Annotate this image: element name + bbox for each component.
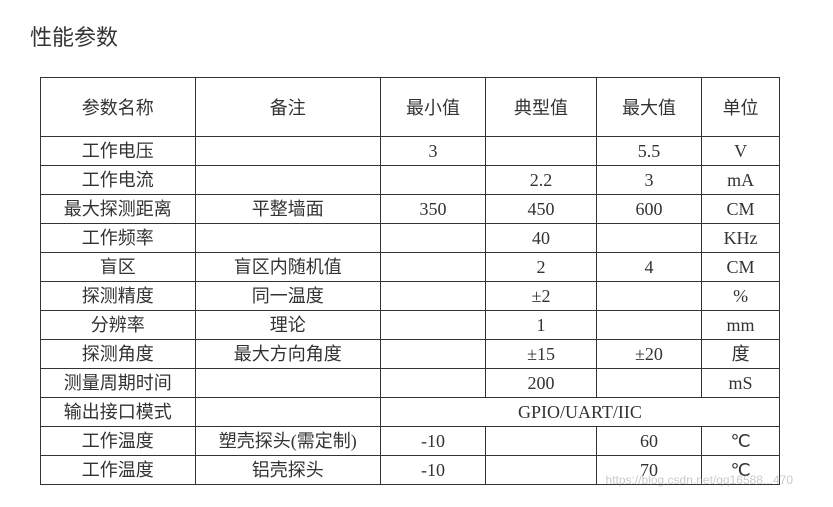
cell-remark: 平整墙面 xyxy=(195,195,380,224)
table-header-cell: 单位 xyxy=(702,78,780,137)
cell-max: 600 xyxy=(596,195,701,224)
cell-typ: ±2 xyxy=(486,282,597,311)
cell-unit: ℃ xyxy=(702,427,780,456)
cell-remark: 塑壳探头(需定制) xyxy=(195,427,380,456)
cell-min xyxy=(380,282,485,311)
table-header-row: 参数名称备注最小值典型值最大值单位 xyxy=(41,78,780,137)
cell-unit: mS xyxy=(702,369,780,398)
cell-param-name: 工作温度 xyxy=(41,456,196,485)
cell-min xyxy=(380,166,485,195)
table-row: 测量周期时间 200 mS xyxy=(41,369,780,398)
cell-max xyxy=(596,282,701,311)
table-header-cell: 最大值 xyxy=(596,78,701,137)
cell-min: -10 xyxy=(380,427,485,456)
cell-typ: 1 xyxy=(486,311,597,340)
cell-unit: ℃ xyxy=(702,456,780,485)
cell-remark: 理论 xyxy=(195,311,380,340)
cell-remark xyxy=(195,166,380,195)
cell-typ xyxy=(486,137,597,166)
cell-param-name: 测量周期时间 xyxy=(41,369,196,398)
cell-min xyxy=(380,311,485,340)
table-row: 探测角度最大方向角度 ±15±20度 xyxy=(41,340,780,369)
cell-remark xyxy=(195,369,380,398)
cell-max: 70 xyxy=(596,456,701,485)
cell-unit: CM xyxy=(702,195,780,224)
cell-param-name: 探测精度 xyxy=(41,282,196,311)
table-header-cell: 参数名称 xyxy=(41,78,196,137)
cell-param-name: 工作电流 xyxy=(41,166,196,195)
cell-max: 4 xyxy=(596,253,701,282)
cell-param-name: 工作电压 xyxy=(41,137,196,166)
cell-unit: CM xyxy=(702,253,780,282)
cell-remark: 最大方向角度 xyxy=(195,340,380,369)
cell-param-name: 分辨率 xyxy=(41,311,196,340)
table-row: 工作电压 3 5.5V xyxy=(41,137,780,166)
cell-param-name: 探测角度 xyxy=(41,340,196,369)
cell-min: -10 xyxy=(380,456,485,485)
cell-max: 5.5 xyxy=(596,137,701,166)
cell-typ: 2 xyxy=(486,253,597,282)
cell-param-name: 最大探测距离 xyxy=(41,195,196,224)
table-row: 工作频率 40 KHz xyxy=(41,224,780,253)
table-body: 工作电压35.5V工作电流2.23mA最大探测距离平整墙面350450600CM… xyxy=(41,137,780,485)
cell-min: 3 xyxy=(380,137,485,166)
cell-min xyxy=(380,224,485,253)
cell-merged-value: GPIO/UART/IIC xyxy=(380,398,779,427)
cell-typ: ±15 xyxy=(486,340,597,369)
cell-min: 350 xyxy=(380,195,485,224)
table-row: 工作温度铝壳探头-10 70℃ xyxy=(41,456,780,485)
page-title: 性能参数 xyxy=(30,20,803,52)
table-row: 探测精度同一温度 ±2% xyxy=(41,282,780,311)
table-header-cell: 典型值 xyxy=(486,78,597,137)
cell-remark xyxy=(195,398,380,427)
cell-min xyxy=(380,369,485,398)
table-row: 工作温度塑壳探头(需定制)-10 60℃ xyxy=(41,427,780,456)
cell-max: 60 xyxy=(596,427,701,456)
cell-unit: mA xyxy=(702,166,780,195)
cell-param-name: 工作频率 xyxy=(41,224,196,253)
cell-remark xyxy=(195,224,380,253)
cell-param-name: 盲区 xyxy=(41,253,196,282)
cell-max xyxy=(596,224,701,253)
cell-typ: 40 xyxy=(486,224,597,253)
cell-min xyxy=(380,340,485,369)
cell-unit: 度 xyxy=(702,340,780,369)
table-header-cell: 备注 xyxy=(195,78,380,137)
table-header-cell: 最小值 xyxy=(380,78,485,137)
cell-unit: % xyxy=(702,282,780,311)
cell-typ: 200 xyxy=(486,369,597,398)
cell-min xyxy=(380,253,485,282)
cell-remark: 盲区内随机值 xyxy=(195,253,380,282)
table-row: 盲区盲区内随机值 24CM xyxy=(41,253,780,282)
cell-max: ±20 xyxy=(596,340,701,369)
cell-remark: 同一温度 xyxy=(195,282,380,311)
table-row: 工作电流 2.23mA xyxy=(41,166,780,195)
cell-max xyxy=(596,369,701,398)
cell-unit: KHz xyxy=(702,224,780,253)
table-row: 分辨率理论 1 mm xyxy=(41,311,780,340)
cell-max: 3 xyxy=(596,166,701,195)
table-row: 输出接口模式 GPIO/UART/IIC xyxy=(41,398,780,427)
cell-typ: 450 xyxy=(486,195,597,224)
table-row: 最大探测距离平整墙面350450600CM xyxy=(41,195,780,224)
cell-param-name: 工作温度 xyxy=(41,427,196,456)
cell-typ: 2.2 xyxy=(486,166,597,195)
cell-unit: mm xyxy=(702,311,780,340)
cell-remark: 铝壳探头 xyxy=(195,456,380,485)
cell-typ xyxy=(486,456,597,485)
spec-table: 参数名称备注最小值典型值最大值单位 工作电压35.5V工作电流2.23mA最大探… xyxy=(40,77,780,485)
cell-typ xyxy=(486,427,597,456)
cell-param-name: 输出接口模式 xyxy=(41,398,196,427)
cell-remark xyxy=(195,137,380,166)
cell-max xyxy=(596,311,701,340)
cell-unit: V xyxy=(702,137,780,166)
